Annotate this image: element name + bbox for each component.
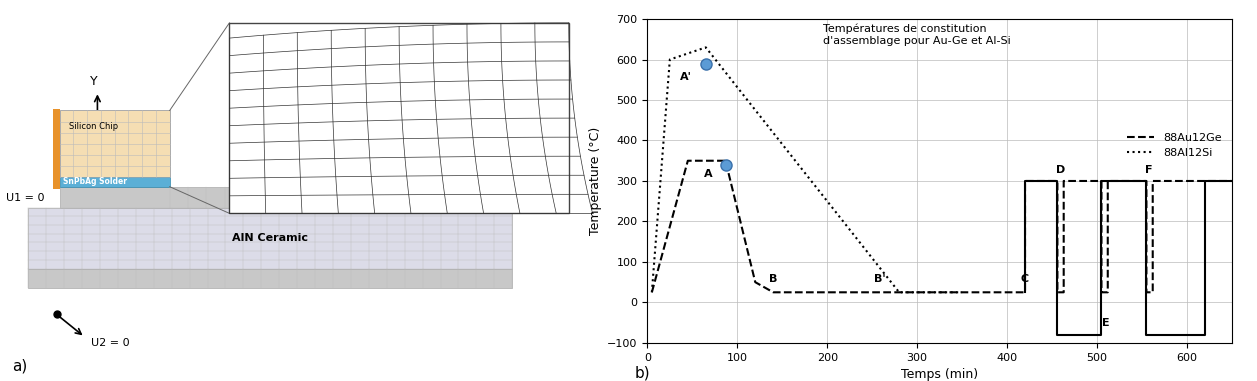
Bar	[230, 23, 568, 213]
Text: U1 = 0: U1 = 0	[6, 193, 45, 203]
Text: AlN Ceramic: AlN Ceramic	[233, 233, 308, 243]
Bar	[60, 177, 170, 187]
Text: A': A'	[680, 72, 691, 82]
Text: C: C	[1021, 274, 1029, 284]
Text: B: B	[769, 274, 777, 284]
Text: Silicon Chip: Silicon Chip	[69, 122, 118, 131]
Bar	[28, 269, 513, 288]
Text: SnPbAg Solder: SnPbAg Solder	[63, 178, 127, 186]
Text: Y: Y	[91, 75, 98, 88]
Y-axis label: Temperature (°C): Temperature (°C)	[588, 127, 602, 235]
Bar	[60, 110, 170, 177]
Bar	[28, 208, 513, 269]
Text: b): b)	[635, 366, 650, 381]
Text: B': B'	[874, 274, 885, 284]
Bar	[54, 109, 60, 189]
Text: U2 = 0: U2 = 0	[91, 338, 129, 348]
Text: D: D	[1056, 165, 1066, 175]
Text: Températures de constitution
d'assemblage pour Au-Ge et Al-Si: Températures de constitution d'assemblag…	[823, 24, 1011, 46]
Text: A: A	[704, 169, 713, 179]
X-axis label: Temps (min): Temps (min)	[901, 368, 978, 381]
Bar	[60, 187, 519, 208]
Text: Copper: Copper	[318, 192, 352, 202]
Text: F: F	[1145, 165, 1153, 175]
Text: E: E	[1102, 318, 1110, 328]
Text: a): a)	[13, 359, 28, 373]
Text: X: X	[141, 119, 150, 132]
Legend: 88Au12Ge, 88Al12Si: 88Au12Ge, 88Al12Si	[1123, 128, 1227, 163]
